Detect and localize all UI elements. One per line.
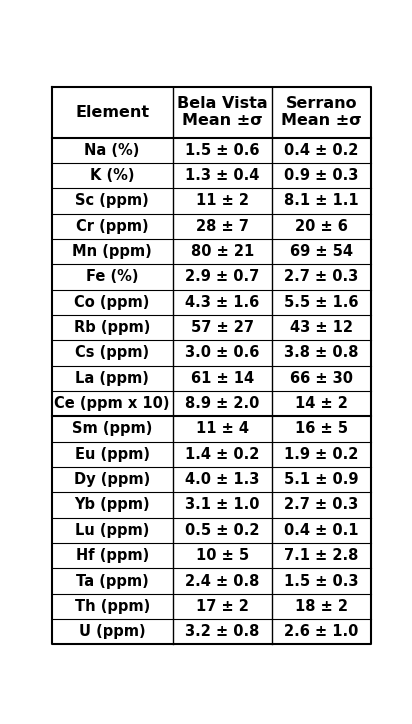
Text: 7.1 ± 2.8: 7.1 ± 2.8 (284, 548, 358, 563)
Text: 69 ± 54: 69 ± 54 (290, 244, 353, 259)
Text: Co (ppm): Co (ppm) (75, 295, 150, 310)
Text: 1.3 ± 0.4: 1.3 ± 0.4 (185, 168, 260, 183)
Text: 0.9 ± 0.3: 0.9 ± 0.3 (284, 168, 358, 183)
Text: 2.7 ± 0.3: 2.7 ± 0.3 (284, 269, 358, 285)
Text: Cs (ppm): Cs (ppm) (75, 345, 149, 361)
Text: 20 ± 6: 20 ± 6 (295, 219, 348, 234)
Text: 0.4 ± 0.2: 0.4 ± 0.2 (284, 143, 358, 158)
Text: 8.9 ± 2.0: 8.9 ± 2.0 (185, 396, 260, 411)
Text: 8.1 ± 1.1: 8.1 ± 1.1 (284, 193, 358, 209)
Text: K (%): K (%) (90, 168, 134, 183)
Text: 5.5 ± 1.6: 5.5 ± 1.6 (284, 295, 358, 310)
Text: U (ppm): U (ppm) (79, 624, 145, 639)
Text: 80 ± 21: 80 ± 21 (191, 244, 254, 259)
Text: 1.9 ± 0.2: 1.9 ± 0.2 (284, 447, 358, 462)
Text: 3.0 ± 0.6: 3.0 ± 0.6 (185, 345, 260, 361)
Text: Bela Vista
Mean ±σ: Bela Vista Mean ±σ (177, 96, 268, 128)
Text: 1.5 ± 0.6: 1.5 ± 0.6 (185, 143, 260, 158)
Text: Hf (ppm): Hf (ppm) (75, 548, 149, 563)
Text: 1.4 ± 0.2: 1.4 ± 0.2 (185, 447, 260, 462)
Text: 14 ± 2: 14 ± 2 (295, 396, 348, 411)
Text: 61 ± 14: 61 ± 14 (191, 371, 254, 386)
Text: 2.9 ± 0.7: 2.9 ± 0.7 (185, 269, 260, 285)
Text: Dy (ppm): Dy (ppm) (74, 472, 150, 487)
Text: Fe (%): Fe (%) (86, 269, 138, 285)
Text: 3.8 ± 0.8: 3.8 ± 0.8 (284, 345, 358, 361)
Text: 5.1 ± 0.9: 5.1 ± 0.9 (284, 472, 358, 487)
Text: 2.6 ± 1.0: 2.6 ± 1.0 (284, 624, 358, 639)
Text: Serrano
Mean ±σ: Serrano Mean ±σ (281, 96, 362, 128)
Text: Rb (ppm): Rb (ppm) (74, 320, 150, 335)
Text: Mn (ppm): Mn (ppm) (72, 244, 152, 259)
Text: 66 ± 30: 66 ± 30 (290, 371, 353, 386)
Text: Cr (ppm): Cr (ppm) (76, 219, 148, 234)
Text: Element: Element (75, 105, 149, 119)
Text: Ta (ppm): Ta (ppm) (76, 573, 149, 589)
Text: 57 ± 27: 57 ± 27 (191, 320, 254, 335)
Text: 11 ± 2: 11 ± 2 (196, 193, 249, 209)
Text: 3.2 ± 0.8: 3.2 ± 0.8 (185, 624, 260, 639)
Text: 18 ± 2: 18 ± 2 (295, 599, 348, 614)
Text: 3.1 ± 1.0: 3.1 ± 1.0 (185, 497, 260, 513)
Text: Lu (ppm): Lu (ppm) (75, 523, 150, 538)
Text: 10 ± 5: 10 ± 5 (196, 548, 249, 563)
Text: 4.0 ± 1.3: 4.0 ± 1.3 (185, 472, 260, 487)
Text: 0.4 ± 0.1: 0.4 ± 0.1 (284, 523, 358, 538)
Text: 11 ± 4: 11 ± 4 (196, 421, 249, 437)
Text: 0.5 ± 0.2: 0.5 ± 0.2 (185, 523, 260, 538)
Text: 43 ± 12: 43 ± 12 (290, 320, 353, 335)
Text: 16 ± 5: 16 ± 5 (295, 421, 348, 437)
Text: Sc (ppm): Sc (ppm) (75, 193, 149, 209)
Text: 28 ± 7: 28 ± 7 (196, 219, 249, 234)
Text: 17 ± 2: 17 ± 2 (196, 599, 249, 614)
Text: La (ppm): La (ppm) (75, 371, 149, 386)
Text: Na (%): Na (%) (84, 143, 140, 158)
Text: 2.7 ± 0.3: 2.7 ± 0.3 (284, 497, 358, 513)
Text: Ce (ppm x 10): Ce (ppm x 10) (54, 396, 170, 411)
Text: Sm (ppm): Sm (ppm) (72, 421, 152, 437)
Text: 2.4 ± 0.8: 2.4 ± 0.8 (185, 573, 260, 589)
Text: Th (ppm): Th (ppm) (75, 599, 150, 614)
Text: Yb (ppm): Yb (ppm) (74, 497, 150, 513)
Text: 4.3 ± 1.6: 4.3 ± 1.6 (185, 295, 260, 310)
Text: Eu (ppm): Eu (ppm) (75, 447, 150, 462)
Text: 1.5 ± 0.3: 1.5 ± 0.3 (284, 573, 358, 589)
